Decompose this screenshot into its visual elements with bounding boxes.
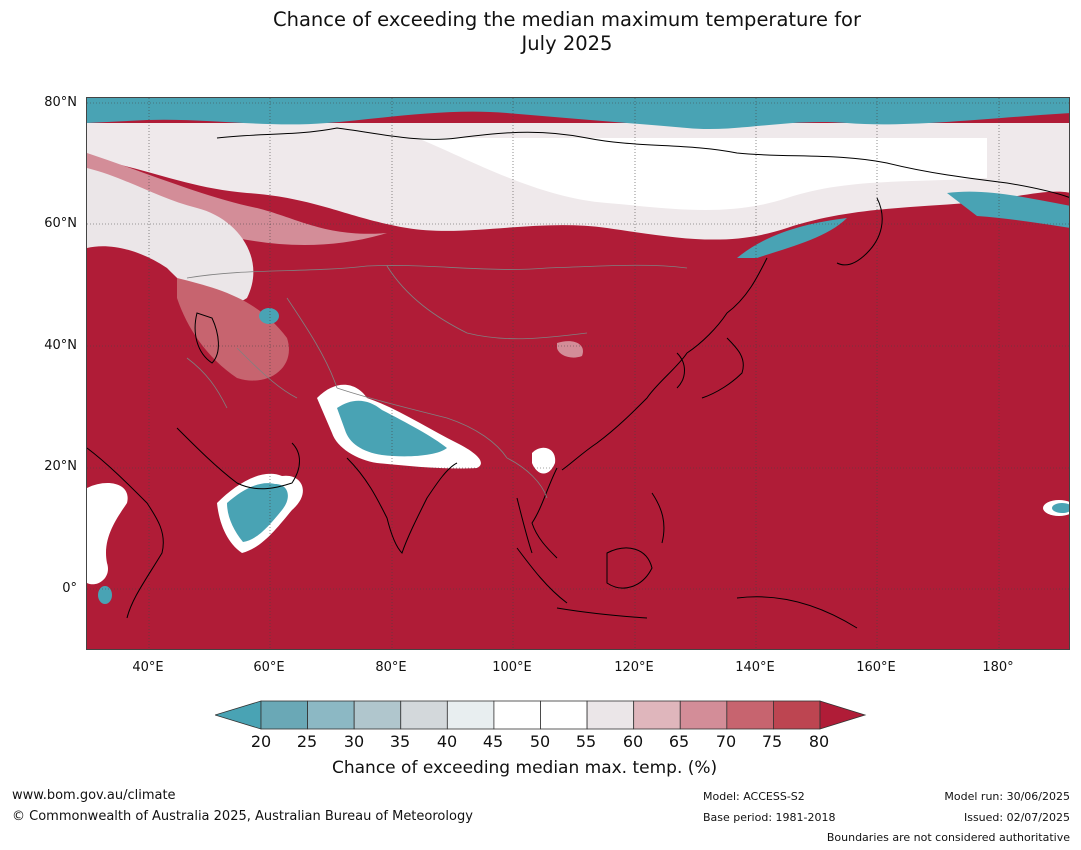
java-coast xyxy=(556,607,648,619)
pacific-blue-core xyxy=(1052,503,1069,513)
colorbar-segment xyxy=(586,700,635,730)
caspian-coast xyxy=(194,312,219,364)
lon-label-160e: 160°E xyxy=(856,660,896,675)
colorbar xyxy=(215,700,867,730)
colorbar-segment xyxy=(726,700,774,730)
copyright-text: © Commonwealth of Australia 2025, Austra… xyxy=(12,809,473,824)
colorbar-tick: 70 xyxy=(715,732,737,751)
colorbar-segment xyxy=(260,700,308,730)
borneo-coast xyxy=(606,547,653,589)
aral-blue-spot xyxy=(259,308,279,324)
kamchatka-coast xyxy=(836,197,883,266)
china-light-spot xyxy=(557,341,583,358)
colorbar-tick: 25 xyxy=(296,732,318,751)
colorbar-segments xyxy=(260,700,821,730)
colorbar-tick: 50 xyxy=(529,732,551,751)
lon-label-140e: 140°E xyxy=(735,660,775,675)
colorbar-tick: 55 xyxy=(575,732,597,751)
coastlines xyxy=(87,127,1069,629)
colorbar-tick: 60 xyxy=(622,732,644,751)
colorbar-tick: 30 xyxy=(343,732,365,751)
title-line-2: July 2025 xyxy=(521,32,613,55)
okhotsk-blue xyxy=(737,218,847,258)
philippines-coast xyxy=(651,492,665,544)
colorbar-under-triangle xyxy=(215,700,262,730)
arctic-blue-region xyxy=(87,98,1069,130)
caspian-pink-region xyxy=(177,278,289,381)
issued-text: Issued: 02/07/2025 xyxy=(963,811,1070,824)
forecast-map xyxy=(86,97,1070,650)
website-link[interactable]: www.bom.gov.au/climate xyxy=(12,788,176,803)
colorbar-tick: 75 xyxy=(761,732,783,751)
lat-label-20n: 20°N xyxy=(44,459,77,474)
colorbar-tick: 65 xyxy=(668,732,690,751)
india-coast xyxy=(346,457,458,554)
colorbar-segment xyxy=(540,700,588,730)
africa-coast xyxy=(87,447,164,619)
arctic-blue-east xyxy=(947,191,1069,228)
country-borders xyxy=(186,264,688,499)
lon-label-180: 180° xyxy=(982,660,1014,675)
graticule xyxy=(87,98,1069,649)
title-line-1: Chance of exceeding the median maximum t… xyxy=(272,8,862,31)
colorbar-label: Chance of exceeding median max. temp. (%… xyxy=(332,758,718,778)
north-light-region xyxy=(417,138,987,210)
lon-label-120e: 120°E xyxy=(614,660,654,675)
model-run-text: Model run: 30/06/2025 xyxy=(944,790,1070,803)
korea-coast xyxy=(676,352,685,389)
indochina-white-spot xyxy=(532,447,556,474)
colorbar-tick: 45 xyxy=(482,732,504,751)
lon-label-40e: 40°E xyxy=(132,660,164,675)
japan-coast xyxy=(701,337,744,399)
new-guinea-coast xyxy=(736,596,858,629)
sumatra-coast xyxy=(516,547,568,604)
colorbar-over-triangle xyxy=(819,700,867,730)
disclaimer-text: Boundaries are not considered authoritat… xyxy=(826,831,1070,844)
lon-label-80e: 80°E xyxy=(375,660,407,675)
lat-label-0: 0° xyxy=(62,581,77,596)
indochina-coast xyxy=(531,467,558,559)
malay-coast xyxy=(516,497,533,554)
lat-label-40n: 40°N xyxy=(44,338,77,353)
colorbar-segment xyxy=(400,700,448,730)
arabia-blue-region xyxy=(227,483,288,542)
east-asia-coast xyxy=(561,257,768,471)
west-white-region xyxy=(87,168,254,305)
colorbar-segment xyxy=(307,700,355,730)
colorbar-segment xyxy=(773,700,821,730)
colorbar-tick: 40 xyxy=(436,732,458,751)
lon-label-100e: 100°E xyxy=(492,660,532,675)
lat-label-80n: 80°N xyxy=(44,95,77,110)
africa-white-region xyxy=(87,483,128,585)
colorbar-tick: 80 xyxy=(808,732,830,751)
colorbar-segment xyxy=(633,700,681,730)
map-canvas xyxy=(87,98,1069,649)
lat-label-60n: 60°N xyxy=(44,216,77,231)
colorbar-segment xyxy=(493,700,541,730)
base-period-text: Base period: 1981-2018 xyxy=(703,811,836,824)
colorbar-segment xyxy=(679,700,728,730)
africa-blue-spot xyxy=(98,586,112,604)
chart-title: Chance of exceeding the median maximum t… xyxy=(0,8,1081,56)
colorbar-segment xyxy=(353,700,402,730)
arabia-coast xyxy=(176,427,300,490)
colorbar-segment xyxy=(446,700,495,730)
lon-label-60e: 60°E xyxy=(253,660,285,675)
model-text: Model: ACCESS-S2 xyxy=(703,790,805,803)
colorbar-tick: 35 xyxy=(389,732,411,751)
arctic-coast xyxy=(216,127,1069,198)
colorbar-tick: 20 xyxy=(250,732,272,751)
